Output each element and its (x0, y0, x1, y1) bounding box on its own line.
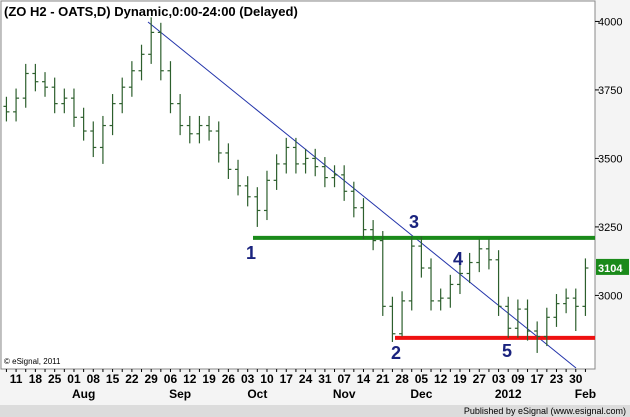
y-tick-label: 3250 (598, 222, 622, 234)
chart-title: (ZO H2 - OATS,D) Dynamic,0:00-24:00 (Del… (4, 4, 298, 19)
x-tick-label: 08 (87, 372, 101, 386)
x-tick-label: 28 (395, 372, 409, 386)
annotation: 3 (409, 212, 419, 232)
x-tick-label: 07 (337, 372, 351, 386)
annotation: 4 (453, 249, 463, 269)
plot-area (0, 0, 596, 370)
x-tick-label: 12 (434, 372, 448, 386)
x-tick-label: 29 (144, 372, 158, 386)
month-label: Feb (575, 387, 596, 401)
x-tick-label: 18 (29, 372, 43, 386)
x-tick-label: 12 (183, 372, 197, 386)
footer: Published by eSignal (www.esignal.com) (464, 406, 626, 416)
x-tick-label: 31 (318, 372, 332, 386)
annotation: 5 (502, 341, 512, 361)
x-tick-label: 17 (530, 372, 544, 386)
annotation: 1 (246, 243, 256, 263)
x-tick-label: 19 (202, 372, 216, 386)
x-tick-label: 14 (357, 372, 371, 386)
month-label: Aug (72, 387, 95, 401)
y-tick-label: 3500 (598, 153, 622, 165)
x-tick-label: 03 (492, 372, 506, 386)
x-tick-label: 01 (67, 372, 81, 386)
x-tick-label: 05 (415, 372, 429, 386)
x-tick-label: 11 (10, 372, 23, 386)
last-price-box (596, 258, 629, 275)
x-tick-label: 30 (569, 372, 583, 386)
x-tick-label: 06 (164, 372, 178, 386)
month-label: Sep (169, 387, 191, 401)
x-tick-label: 09 (511, 372, 525, 386)
y-tick-label: 4000 (598, 16, 622, 28)
month-label: Nov (333, 387, 356, 401)
annotation: 2 (391, 343, 401, 363)
month-label: Dec (410, 387, 432, 401)
footer-bar (0, 405, 630, 417)
copyright: © eSignal, 2011 (4, 357, 61, 366)
y-tick-label: 3750 (598, 85, 622, 97)
month-label: 2012 (495, 387, 522, 401)
x-tick-label: 21 (376, 372, 390, 386)
x-tick-label: 15 (106, 372, 120, 386)
x-tick-label: 17 (280, 372, 294, 386)
month-label: Oct (247, 387, 267, 401)
x-tick-label: 22 (125, 372, 139, 386)
x-tick-label: 10 (260, 372, 274, 386)
trend-line (147, 21, 577, 369)
x-tick-label: 27 (473, 372, 487, 386)
x-tick-label: 26 (222, 372, 236, 386)
x-tick-label: 03 (241, 372, 255, 386)
x-tick-label: 25 (48, 372, 62, 386)
x-tick-label: 24 (299, 372, 313, 386)
x-tick-label: 19 (453, 372, 467, 386)
y-tick-label: 3000 (598, 290, 622, 302)
x-tick-label: 23 (550, 372, 564, 386)
last-price-label: 3104 (598, 263, 623, 275)
